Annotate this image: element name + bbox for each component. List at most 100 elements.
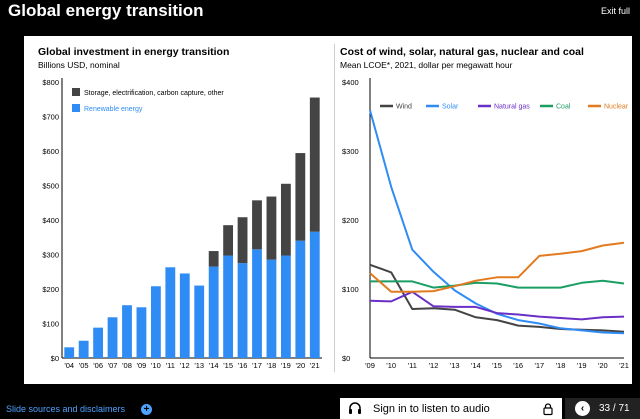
right-chart-subtitle: Mean LCOE*, 2021, dollar per megawatt ho… — [340, 60, 513, 70]
storage-bar — [295, 153, 306, 241]
storage-bar — [237, 217, 248, 264]
x-tick-label: '17 — [252, 361, 262, 370]
x-tick-label: '21 — [310, 361, 320, 370]
renewable-bar — [266, 259, 277, 358]
renewable-bar — [107, 317, 118, 358]
y-tick-label: $100 — [342, 285, 359, 294]
x-tick-label: '12 — [180, 361, 190, 370]
renewable-bar — [280, 255, 291, 358]
legend-swatch — [72, 88, 80, 96]
divider — [334, 44, 335, 372]
storage-bar — [266, 196, 277, 260]
x-tick-label: '06 — [93, 361, 103, 370]
plus-icon[interactable]: + — [141, 404, 152, 415]
x-tick-label: '18 — [556, 361, 566, 370]
renewable-bar — [78, 340, 89, 358]
renewable-bar — [150, 286, 161, 358]
x-tick-label: '09 — [137, 361, 147, 370]
storage-bar — [280, 183, 291, 256]
x-tick-label: '14 — [209, 361, 219, 370]
listen-audio-label: Sign in to listen to audio — [373, 403, 490, 415]
y-tick-label: $0 — [51, 354, 59, 363]
renewable-bar — [208, 266, 219, 358]
lcoe-line-chart: $0 $100 $200 $300 $400 '09 '10 '11 '12 '13 '14 '15 '… — [342, 78, 629, 370]
x-tick-label: '16 — [513, 361, 523, 370]
slide-pager: ‹ 33 / 71 — [565, 398, 640, 419]
coal-line — [370, 279, 625, 289]
x-tick-label: '15 — [223, 361, 233, 370]
page-indicator: 33 / 71 — [599, 403, 630, 414]
storage-bar — [309, 97, 320, 232]
wind-line — [369, 263, 625, 333]
x-tick-label: '04 — [64, 361, 74, 370]
storage-bar — [223, 225, 234, 256]
nuclear-line — [369, 241, 625, 293]
x-tick-label: '16 — [238, 361, 248, 370]
renewable-bar — [252, 249, 262, 358]
legend-label: Solar — [442, 104, 459, 111]
y-tick-label: $200 — [42, 285, 59, 294]
renewable-bar — [179, 273, 190, 358]
page-title: Global energy transition — [8, 1, 204, 20]
y-tick-label: $500 — [42, 182, 59, 191]
storage-bar — [252, 200, 262, 250]
x-tick-label: '15 — [492, 361, 502, 370]
legend-label: Coal — [556, 104, 571, 111]
x-tick-label: '12 — [429, 361, 439, 370]
legend-label: Storage, electrification, carbon capture… — [84, 90, 224, 97]
y-tick-label: $100 — [42, 320, 59, 329]
legend-label: Renewable energy — [84, 106, 143, 113]
y-tick-label: $300 — [342, 147, 359, 156]
legend-label: Nuclear — [604, 104, 629, 111]
y-tick-label: $800 — [42, 78, 59, 87]
natural-gas-line — [369, 290, 625, 321]
renewable-bar — [295, 240, 306, 358]
investment-bar-chart: $0 $100 $200 $300 $400 $500 $600 $700 $800 '04 '05… — [42, 78, 322, 370]
exit-fullscreen-button[interactable]: Exit full — [600, 6, 630, 16]
right-chart-title: Cost of wind, solar, natural gas, nuclea… — [340, 46, 584, 58]
x-tick-label: '10 — [386, 361, 396, 370]
x-tick-label: '10 — [151, 361, 161, 370]
y-tick-label: $600 — [42, 147, 59, 156]
x-tick-label: '13 — [450, 361, 460, 370]
left-chart-subtitle: Billions USD, nominal — [38, 60, 120, 70]
x-tick-label: '05 — [79, 361, 89, 370]
renewable-bar — [165, 267, 176, 358]
legend-label: Wind — [396, 104, 412, 111]
x-tick-label: '09 — [365, 361, 375, 370]
renewable-bar — [136, 307, 147, 358]
renewable-bar — [93, 327, 104, 358]
x-tick-label: '20 — [598, 361, 608, 370]
x-tick-label: '19 — [281, 361, 291, 370]
renewable-bar — [64, 347, 75, 358]
y-tick-label: $400 — [42, 216, 59, 225]
storage-bar — [208, 251, 219, 267]
y-tick-label: $700 — [42, 113, 59, 122]
y-tick-label: $200 — [342, 216, 359, 225]
left-chart-title: Global investment in energy transition — [38, 46, 230, 58]
x-tick-label: '21 — [619, 361, 629, 370]
slide-sources-link[interactable]: Slide sources and disclaimers — [6, 404, 126, 414]
legend-swatch — [72, 104, 80, 112]
listen-audio-button[interactable]: Sign in to listen to audio — [340, 398, 562, 419]
headphones-icon — [349, 402, 361, 414]
y-tick-label: $0 — [342, 354, 350, 363]
renewable-bar — [122, 305, 132, 358]
x-tick-label: '14 — [471, 361, 481, 370]
x-tick-label: '07 — [108, 361, 118, 370]
x-tick-label: '17 — [534, 361, 544, 370]
x-tick-label: '11 — [166, 361, 175, 370]
x-tick-label: '19 — [577, 361, 587, 370]
x-tick-label: '13 — [194, 361, 204, 370]
previous-slide-button[interactable]: ‹ — [575, 401, 590, 416]
y-tick-label: $300 — [42, 251, 59, 260]
x-tick-label: '08 — [122, 361, 132, 370]
slide-panel: Global investment in energy transition B… — [24, 36, 632, 384]
x-tick-label: '20 — [295, 361, 305, 370]
y-tick-label: $400 — [342, 78, 359, 87]
renewable-bar — [237, 263, 248, 358]
renewable-bar — [194, 285, 205, 358]
x-tick-label: '18 — [267, 361, 277, 370]
renewable-bar — [223, 255, 234, 358]
x-tick-label: '11 — [408, 361, 417, 370]
